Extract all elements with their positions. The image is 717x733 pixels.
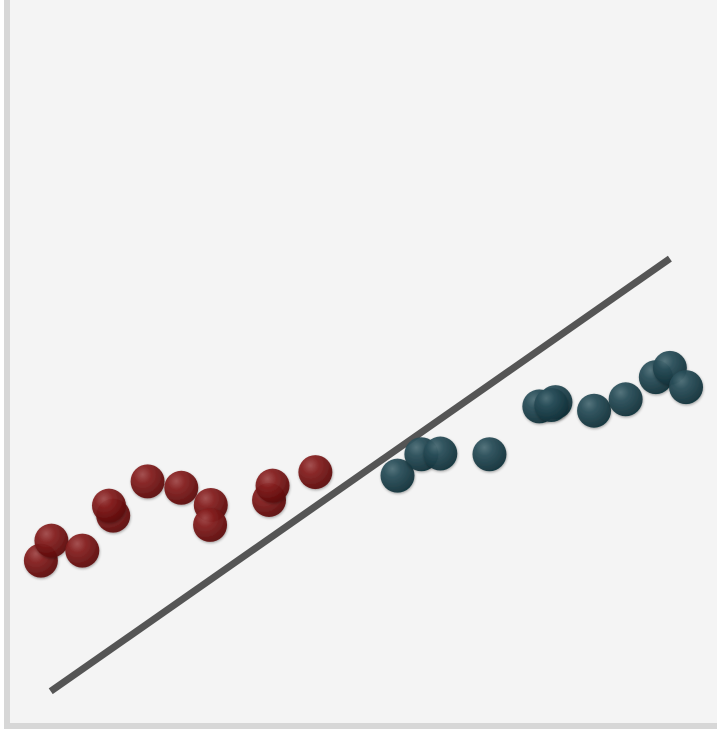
data-point-series-1-11: [255, 468, 290, 503]
data-point-series-1-5: [91, 488, 126, 523]
data-point-series-1-9: [193, 507, 228, 542]
fit-line: [48, 255, 672, 695]
data-point-series-1-3: [65, 533, 100, 568]
data-point-series-1-7: [164, 470, 199, 505]
data-point-series-2-1: [380, 458, 415, 493]
data-point-series-2-9: [608, 382, 643, 417]
data-point-series-1-6: [130, 464, 165, 499]
plot-area: [8, 0, 717, 724]
data-point-series-2-12: [669, 370, 704, 405]
points-layer: [23, 350, 704, 578]
data-point-series-2-3: [423, 436, 458, 471]
fit-line-layer: [48, 255, 672, 695]
data-point-series-2-7: [534, 387, 569, 422]
data-point-series-1-12: [298, 455, 333, 490]
data-point-series-2-8: [577, 393, 612, 428]
data-point-series-1-2: [34, 523, 69, 558]
data-point-series-2-4: [472, 437, 507, 472]
